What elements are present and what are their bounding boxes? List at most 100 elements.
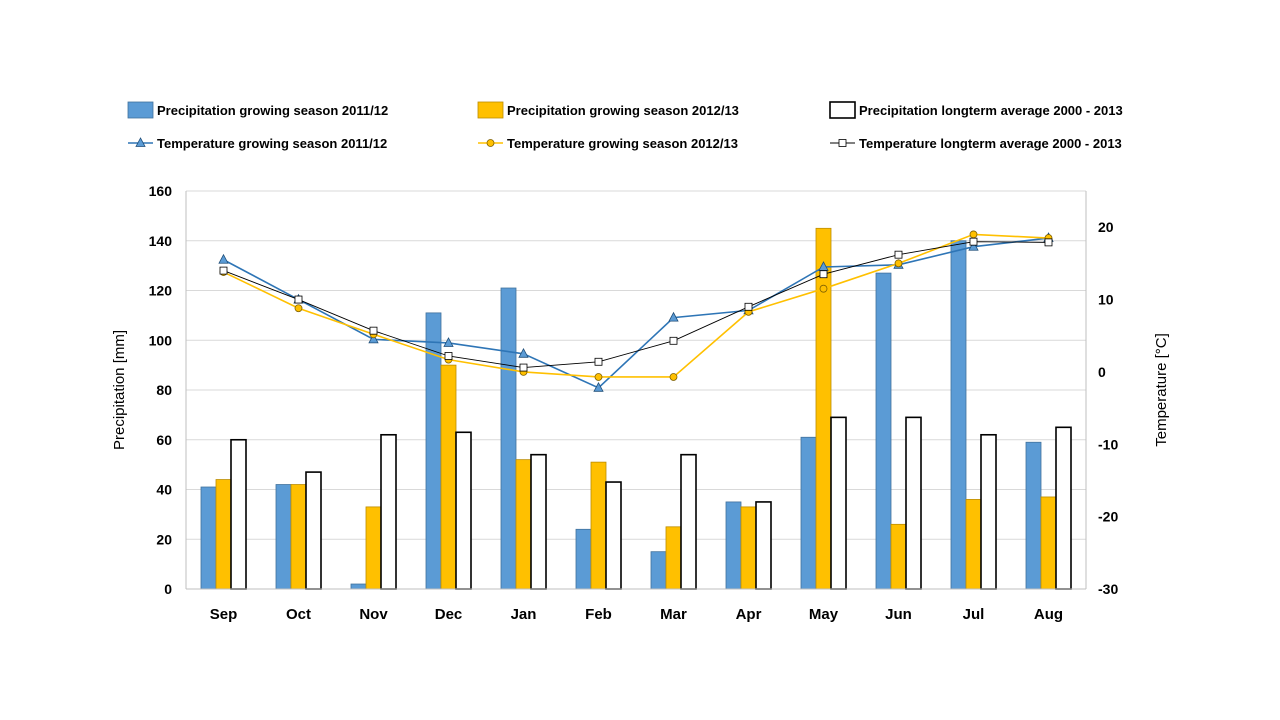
legend-label-bar-3: Precipitation longterm average 2000 - 20…	[859, 103, 1123, 118]
line-marker-3-dec	[444, 352, 453, 360]
bar-series-2-jan	[515, 459, 532, 590]
line-marker-1-dec	[443, 337, 454, 347]
line-series-2	[223, 233, 1049, 378]
bar-series-3-dec	[455, 431, 472, 590]
y-left-tick-label: 120	[149, 283, 173, 299]
bar-series-1-sep	[200, 486, 217, 590]
bar-series-1-feb	[575, 528, 592, 590]
bar-series-2-may	[815, 227, 832, 590]
legend-swatch-bar-1	[127, 101, 154, 119]
y-left-tick-label: 140	[149, 233, 173, 249]
line-marker-3-jun	[894, 250, 903, 259]
line-marker-3-may	[819, 270, 828, 279]
line-marker-3-feb	[594, 357, 603, 366]
legend-marker-line-1	[135, 137, 146, 147]
line-marker-2-feb	[594, 373, 603, 381]
legend-label-line-2: Temperature growing season 2012/13	[507, 136, 738, 151]
line-marker-3-mar	[669, 336, 678, 345]
line-marker-3-apr	[744, 302, 753, 311]
y-right-tick-label: 10	[1098, 292, 1114, 308]
line-marker-2-jul	[969, 230, 978, 239]
line-marker-2-jun	[894, 259, 903, 268]
x-category-label: Jul	[963, 606, 985, 623]
x-category-label: May	[809, 606, 839, 623]
line-marker-3-aug	[1044, 238, 1053, 247]
legend-label-bar-1: Precipitation growing season 2011/12	[157, 103, 388, 118]
axes	[185, 191, 1087, 590]
line-series-3	[223, 241, 1049, 369]
line-marker-2-may	[819, 284, 828, 293]
line-marker-3-sep	[219, 266, 228, 275]
bar-series-1-mar	[650, 551, 667, 590]
line-marker-1-sep	[218, 253, 229, 264]
x-category-label: Oct	[286, 606, 311, 623]
y-right-tick-label: -10	[1098, 436, 1118, 452]
bar-series-3-oct	[305, 471, 322, 590]
bar-series-3-mar	[680, 453, 697, 590]
legend-label-line-1: Temperature growing season 2011/12	[157, 136, 387, 151]
gridlines	[186, 190, 1086, 540]
line-series-group	[218, 230, 1054, 392]
x-category-label: Nov	[359, 606, 388, 623]
bar-series-2-feb	[590, 461, 607, 590]
y-axis-right-title: Temperature [°C]	[1153, 333, 1170, 447]
bar-series-1-aug	[1025, 441, 1042, 590]
x-category-label: Feb	[585, 606, 612, 623]
y-right-tick-label: 0	[1098, 364, 1106, 380]
bar-series-1-jan	[500, 287, 517, 590]
tick-labels: 0 20 40 60 80 100 120 140 160 -30 -20 -10 0 10 20 Sep Oc…	[149, 183, 1119, 623]
bar-series-2-jul	[965, 499, 982, 590]
y-left-tick-label: 0	[164, 581, 172, 597]
legend-label-bar-2: Precipitation growing season 2012/13	[507, 103, 739, 118]
legend-marker-line-3	[838, 139, 847, 147]
bar-series-3-aug	[1055, 426, 1072, 590]
line-marker-3-nov	[369, 326, 378, 335]
line-marker-3-jan	[519, 363, 528, 372]
y-left-tick-label: 20	[156, 531, 172, 547]
legend-label-line-3: Temperature longterm average 2000 - 2013	[859, 136, 1122, 151]
bar-series-2-apr	[740, 506, 757, 590]
line-marker-1-mar	[668, 311, 679, 322]
bar-series-3-feb	[605, 481, 622, 590]
x-category-label: Sep	[210, 606, 238, 623]
line-marker-2-oct	[294, 304, 303, 313]
line-marker-1-jan	[518, 347, 529, 358]
legend-swatch-bar-2	[477, 101, 504, 119]
bar-series-3-apr	[755, 501, 772, 590]
y-left-tick-label: 160	[149, 183, 173, 199]
x-category-label: Aug	[1034, 606, 1063, 623]
bar-series-1-jul	[950, 240, 967, 590]
bar-series-3-jan	[530, 453, 547, 590]
bar-series-1-apr	[725, 501, 742, 590]
y-left-tick-label: 100	[149, 332, 173, 348]
legend-marker-line-2	[486, 139, 495, 147]
line-marker-1-nov	[368, 333, 379, 344]
bar-series-3-jul	[980, 433, 997, 590]
legend: Precipitation growing season 2011/12 Prec…	[127, 101, 1123, 151]
line-series-1	[223, 237, 1049, 389]
bar-series-2-jun	[890, 523, 907, 590]
bar-series-1-oct	[275, 484, 292, 590]
line-marker-2-mar	[669, 373, 678, 381]
x-category-label: Dec	[435, 606, 463, 623]
bar-series-3-sep	[230, 438, 247, 590]
bar-series-2-mar	[665, 526, 682, 590]
x-category-label: Mar	[660, 606, 687, 623]
bar-series-group	[200, 227, 1072, 590]
bar-series-1-may	[800, 436, 817, 590]
line-marker-1-feb	[593, 381, 604, 392]
x-category-label: Jan	[511, 606, 537, 623]
y-right-tick-label: -20	[1098, 509, 1118, 525]
y-left-tick-label: 40	[156, 482, 172, 498]
bar-series-1-jun	[875, 272, 892, 590]
y-left-tick-label: 60	[156, 432, 172, 448]
line-marker-1-jul	[968, 240, 979, 251]
bar-series-1-nov	[350, 583, 367, 590]
bar-series-2-dec	[440, 364, 457, 590]
legend-swatch-bar-3	[829, 101, 856, 119]
y-right-tick-label: -30	[1098, 581, 1118, 597]
y-right-tick-label: 20	[1098, 219, 1114, 235]
x-category-label: Apr	[736, 606, 762, 623]
